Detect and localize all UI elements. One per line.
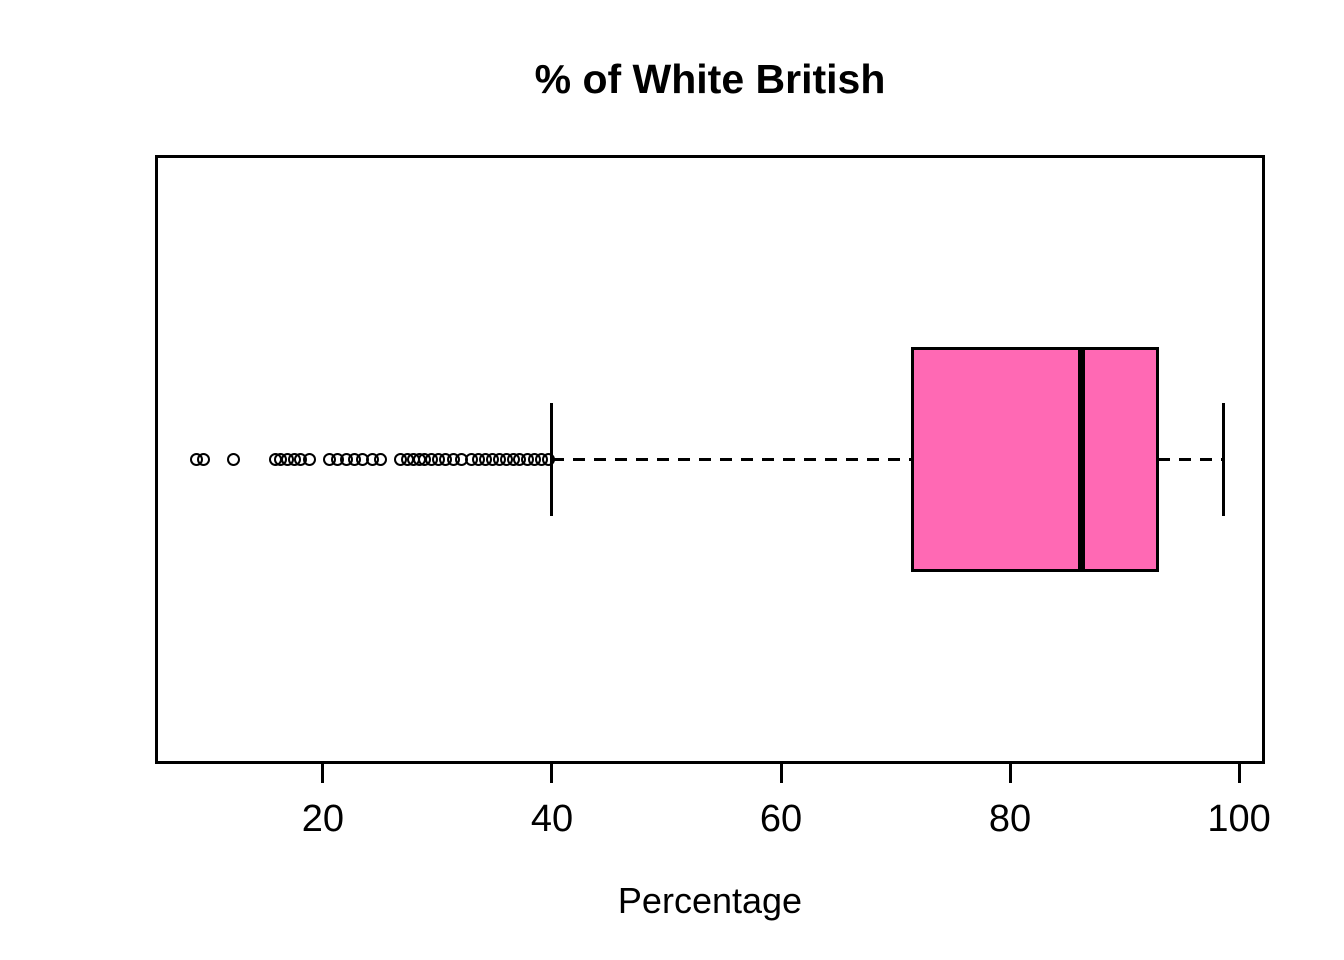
plot-inner	[158, 158, 1262, 761]
x-tick-label: 60	[759, 798, 803, 840]
plot-area	[155, 155, 1265, 764]
outlier-point	[302, 453, 316, 466]
outlier-point	[542, 453, 556, 466]
outlier-point	[197, 453, 211, 466]
upper-whisker-line	[1157, 458, 1224, 461]
outlier-point	[227, 453, 241, 466]
x-tick-mark	[1237, 763, 1241, 783]
x-tick-label: 80	[988, 798, 1032, 840]
x-tick-mark	[1008, 763, 1012, 783]
x-tick-label: 100	[1207, 798, 1271, 840]
x-tick-label: 40	[530, 798, 574, 840]
x-tick-mark	[550, 763, 554, 783]
x-tick-mark	[321, 763, 325, 783]
boxplot-box	[911, 347, 1160, 572]
x-tick-mark	[779, 763, 783, 783]
chart-title: % of White British	[534, 56, 886, 102]
median-line	[1077, 347, 1085, 572]
upper-whisker-cap	[1221, 403, 1225, 516]
x-tick-label: 20	[301, 798, 345, 840]
outlier-point	[373, 453, 387, 466]
x-axis-title: Percentage	[617, 880, 803, 921]
lower-whisker-line	[551, 458, 913, 461]
